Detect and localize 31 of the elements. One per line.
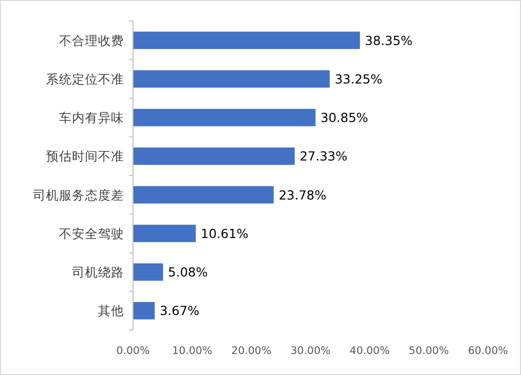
- x-tick-label: 20.00%: [231, 345, 272, 357]
- data-label: 33.25%: [334, 71, 383, 86]
- y-tick-label: 其他: [98, 303, 124, 318]
- x-tick-label: 40.00%: [350, 345, 390, 357]
- data-label: 27.33%: [300, 148, 348, 164]
- y-tick-label: 不安全驾驶: [59, 226, 124, 241]
- bar: [133, 32, 360, 50]
- bar: [133, 224, 196, 242]
- data-label: 30.85%: [320, 110, 368, 126]
- data-label: 3.67%: [160, 303, 200, 318]
- bar: [133, 263, 164, 281]
- y-tick-label: 司机服务态度差: [33, 187, 124, 202]
- x-tick-label: 60.00%: [468, 345, 508, 357]
- bar: [133, 147, 295, 165]
- data-label: 5.08%: [168, 264, 208, 280]
- y-tick-label: 不合理收费: [59, 32, 124, 48]
- y-tick-label: 车内有异味: [59, 110, 124, 126]
- bar: [133, 108, 316, 126]
- bar: [133, 302, 155, 320]
- bar: [133, 70, 330, 88]
- x-tick-label: 10.00%: [172, 345, 212, 357]
- y-tick-label: 预估时间不准: [46, 148, 124, 164]
- x-tick-label: 30.00%: [290, 345, 331, 357]
- x-tick-label: 50.00%: [408, 345, 449, 357]
- bar: [133, 186, 274, 204]
- data-label: 10.61%: [200, 226, 249, 241]
- y-tick-label: 司机绕路: [72, 264, 124, 280]
- x-tick-label: 0.00%: [116, 345, 150, 357]
- data-label: 38.35%: [364, 32, 413, 48]
- data-label: 23.78%: [278, 187, 326, 202]
- y-tick-label: 系统定位不准: [46, 71, 124, 86]
